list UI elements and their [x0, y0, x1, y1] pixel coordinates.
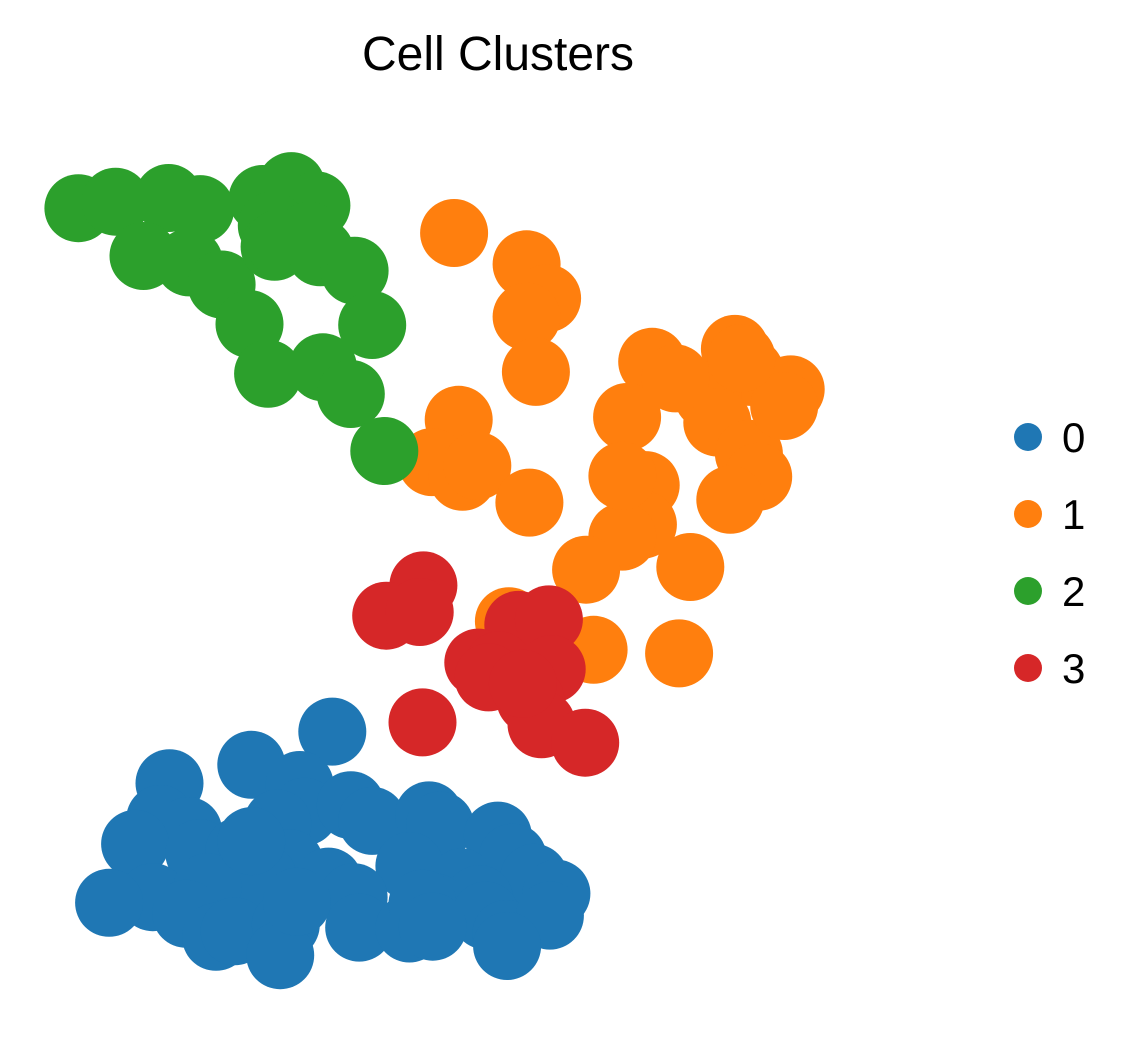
scatter-point-cluster-1	[696, 465, 765, 534]
scatter-point-cluster-1	[492, 282, 561, 351]
legend-label-1: 1	[1062, 491, 1085, 538]
scatter-point-cluster-3	[385, 578, 454, 646]
scatter-point-cluster-3	[551, 708, 620, 777]
scatter-point-cluster-1	[707, 324, 776, 393]
scatter-point-cluster-3	[488, 649, 557, 718]
scatter-point-cluster-0	[473, 912, 542, 980]
scatter-point-cluster-3	[388, 688, 457, 757]
scatter-point-cluster-1	[656, 533, 725, 601]
scatter-point-cluster-0	[246, 921, 315, 990]
scatter-point-cluster-0	[338, 786, 407, 855]
scatter-points	[44, 152, 825, 990]
scatter-point-cluster-0	[298, 697, 367, 766]
legend: 0 1 2 3	[1014, 414, 1085, 692]
scatter-point-cluster-1	[641, 344, 710, 413]
legend-label-2: 2	[1062, 568, 1085, 615]
legend-marker-3	[1014, 654, 1042, 682]
scatter-point-cluster-1	[501, 337, 570, 406]
scatter-point-cluster-0	[75, 868, 144, 937]
scatter-point-cluster-1	[495, 468, 564, 537]
scatter-point-cluster-2	[350, 417, 419, 485]
legend-marker-2	[1014, 577, 1042, 605]
chart-title: Cell Clusters	[362, 28, 634, 81]
scatter-point-cluster-2	[338, 291, 407, 359]
legend-marker-0	[1014, 423, 1042, 451]
scatter-point-cluster-1	[420, 199, 489, 267]
scatter-point-cluster-2	[81, 167, 150, 236]
scatter-point-cluster-1	[645, 619, 714, 688]
scatter-point-cluster-2	[275, 201, 343, 270]
scatter-point-cluster-0	[325, 893, 394, 962]
legend-marker-1	[1014, 500, 1042, 528]
scatter-point-cluster-0	[262, 867, 331, 936]
scatter-point-cluster-0	[217, 807, 286, 876]
scatter-point-cluster-1	[750, 372, 819, 440]
scatter-point-cluster-2	[234, 339, 303, 408]
scatter-point-cluster-3	[514, 585, 583, 654]
legend-label-3: 3	[1062, 645, 1085, 692]
scatter-point-cluster-2	[316, 360, 385, 428]
scatter-point-cluster-1	[443, 431, 512, 500]
scatter-point-cluster-0	[398, 892, 467, 961]
scatter-point-cluster-2	[166, 175, 235, 244]
scatter-point-cluster-1	[593, 383, 662, 451]
scatter-point-cluster-1	[552, 535, 621, 604]
scatter-point-cluster-0	[101, 809, 170, 878]
scatter-point-cluster-1	[588, 441, 657, 510]
legend-label-0: 0	[1062, 414, 1085, 461]
